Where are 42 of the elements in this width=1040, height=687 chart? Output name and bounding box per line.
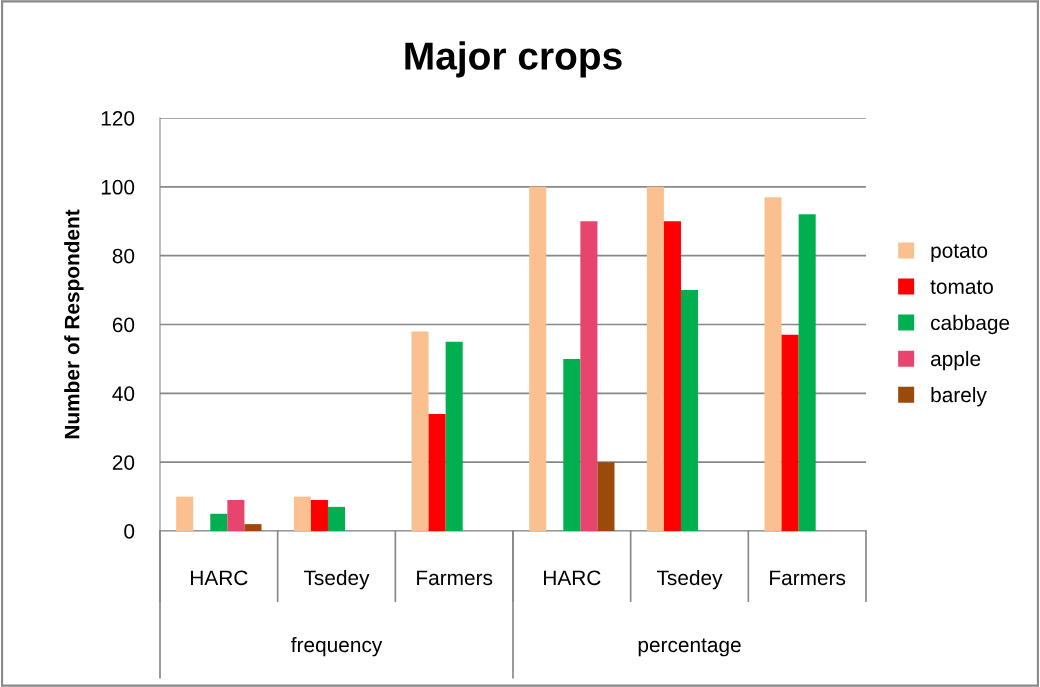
- y-tick-label: 80: [112, 248, 135, 264]
- bar: [411, 331, 429, 531]
- x-tick-label: Tsedey: [656, 569, 723, 590]
- x-tick-label: Tsedey: [303, 569, 370, 590]
- bar: [428, 413, 446, 531]
- legend-label: cabbage: [931, 314, 1010, 335]
- bar: [580, 221, 598, 531]
- bar: [227, 500, 245, 531]
- bar: [310, 500, 328, 531]
- x-tick-label: Farmers: [770, 570, 846, 586]
- y-axis-title: Number of Respondent: [64, 209, 84, 439]
- legend-label: tomato: [930, 280, 993, 295]
- y-tick-label: 60: [112, 317, 135, 333]
- bar: [244, 524, 262, 531]
- bar: [445, 341, 463, 531]
- y-tick-label: 100: [101, 179, 135, 195]
- legend-label: apple: [931, 350, 981, 371]
- y-tick-label: 0: [124, 524, 135, 539]
- y-tick-label: 120: [101, 111, 135, 126]
- bar: [176, 496, 194, 531]
- x-tick-label: HARC: [191, 570, 248, 586]
- bar: [781, 334, 799, 531]
- x-tick-label: Farmers: [417, 570, 493, 586]
- bar: [646, 186, 664, 531]
- legend-label: barely: [931, 386, 987, 407]
- legend-label: potato: [931, 244, 988, 263]
- x-tick-label: HARC: [544, 570, 601, 586]
- text: frequency: [291, 636, 383, 657]
- bar: [529, 186, 547, 531]
- bar: [563, 358, 581, 531]
- bar: [798, 214, 816, 531]
- text: percentage: [638, 638, 741, 657]
- bar: [293, 496, 311, 531]
- bar: [663, 221, 681, 531]
- y-tick-label: 20: [112, 455, 135, 470]
- bar: [327, 506, 346, 531]
- y-tick-label: 40: [112, 386, 135, 402]
- bar: [680, 290, 699, 531]
- chart-title: Major crops: [405, 41, 622, 78]
- bar: [764, 197, 782, 531]
- bar: [210, 513, 228, 531]
- bar: [597, 462, 615, 531]
